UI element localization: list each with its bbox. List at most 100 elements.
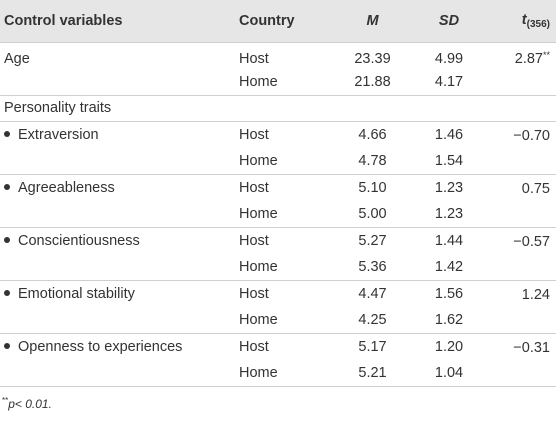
table-row: Home 5.21 1.04: [0, 360, 556, 387]
cell-t-statistic: [483, 254, 556, 281]
cell-mean: 5.10: [330, 174, 415, 201]
header-t-df: (356): [526, 18, 550, 30]
cell-country: Home: [239, 206, 278, 222]
cell-control-variable: [0, 201, 235, 228]
cell-t-statistic: [483, 360, 556, 387]
variable-label: Openness to experiences: [18, 339, 183, 355]
cell-country: Host: [235, 333, 330, 360]
cell-mean: 4.66: [330, 121, 415, 148]
cell-mean: 5.21: [330, 360, 415, 387]
cell-sd: 4.17: [434, 73, 464, 90]
table-row: Home 5.00 1.23: [0, 201, 556, 228]
table-row: Conscientiousness Host 5.27 1.44 −0.57: [0, 227, 556, 254]
table-container: Control variables Country M SD t(356) Ag…: [0, 0, 556, 411]
cell-mean: 4.25: [358, 312, 387, 328]
header-country: Country: [235, 0, 330, 43]
header-t-main: t: [521, 11, 527, 28]
header-mean: M: [330, 0, 415, 43]
cell-control-variable: [0, 148, 235, 175]
cell-control-variable: [0, 360, 235, 387]
bullet-icon: [4, 290, 10, 297]
cell-country: Host: [235, 174, 330, 201]
table-row: Agreeableness Host 5.10 1.23 0.75: [0, 174, 556, 201]
cell-country: [235, 94, 330, 122]
cell-country: Host: [235, 280, 330, 307]
cell-sd: 1.20: [415, 333, 483, 360]
t-value: 2.87: [514, 51, 543, 67]
variable-label: Age: [4, 50, 30, 67]
t-value: 0.75: [521, 180, 550, 197]
table-row: Home 5.36 1.42: [0, 254, 556, 281]
table-row: Openness to experiences Host 5.17 1.20 −0.31: [0, 333, 556, 360]
cell-sd: 1.42: [434, 259, 464, 275]
control-variables-table: Control variables Country M SD t(356) Ag…: [0, 0, 556, 387]
cell-control-variable: Age: [0, 42, 235, 69]
cell-t-statistic: [483, 69, 556, 96]
variable-label: Personality traits: [4, 100, 112, 117]
cell-sd: 1.23: [434, 206, 464, 222]
table-row: Age Host 23.39 4.99 2.87**: [0, 42, 556, 69]
cell-mean: 5.17: [330, 333, 415, 360]
cell-mean: 4.47: [330, 280, 415, 307]
cell-t-statistic: 1.24: [483, 280, 556, 307]
t-value: −0.31: [513, 339, 550, 356]
header-t-statistic: t(356): [483, 0, 556, 43]
cell-mean: 5.27: [330, 227, 415, 254]
variable-label: Conscientiousness: [18, 233, 140, 249]
cell-country: Home: [239, 73, 278, 90]
cell-mean: 5.36: [358, 259, 387, 275]
cell-sd: 4.99: [434, 50, 464, 67]
cell-control-variable: Conscientiousness: [0, 227, 235, 254]
table-body: Age Host 23.39 4.99 2.87** Home 21.88 4.17 Perso…: [0, 42, 556, 387]
cell-country: Host: [239, 50, 269, 67]
header-row: Control variables Country M SD t(356): [0, 0, 556, 43]
cell-control-variable: Personality traits: [0, 94, 235, 122]
t-value: 1.24: [521, 286, 550, 303]
cell-country: Home: [235, 360, 330, 387]
cell-sd: 1.62: [434, 312, 464, 328]
cell-mean: 21.88: [354, 73, 391, 90]
cell-country: Home: [239, 153, 278, 169]
cell-country: Home: [239, 312, 278, 328]
cell-t-statistic: [483, 148, 556, 175]
cell-sd: 1.56: [415, 280, 483, 307]
cell-t-statistic: 2.87**: [483, 42, 556, 69]
cell-sd: 1.44: [415, 227, 483, 254]
cell-t-statistic: [483, 307, 556, 334]
footnote-text: p< 0.01.: [8, 397, 52, 411]
cell-control-variable: [0, 307, 235, 334]
t-value: −0.57: [513, 233, 550, 250]
variable-label: Extraversion: [18, 127, 99, 143]
cell-control-variable: Emotional stability: [0, 280, 235, 307]
bullet-icon: [4, 184, 10, 191]
cell-mean: 23.39: [354, 50, 391, 67]
cell-control-variable: Openness to experiences: [0, 333, 235, 360]
cell-country: Host: [235, 227, 330, 254]
cell-control-variable: [0, 69, 235, 96]
cell-country: Home: [239, 259, 278, 275]
table-row: Extraversion Host 4.66 1.46 −0.70: [0, 121, 556, 148]
bullet-icon: [4, 343, 10, 350]
header-sd: SD: [415, 0, 483, 43]
table-row: Home 4.25 1.62: [0, 307, 556, 334]
cell-sd: 1.54: [434, 153, 464, 169]
cell-mean: 5.00: [358, 206, 387, 222]
bullet-icon: [4, 237, 10, 244]
cell-country: Host: [235, 121, 330, 148]
variable-label: Agreeableness: [18, 180, 115, 196]
header-control-variables: Control variables: [0, 0, 235, 43]
cell-t-statistic: 0.75: [483, 174, 556, 201]
significance-marker: **: [542, 50, 550, 60]
table-row: Emotional stability Host 4.47 1.56 1.24: [0, 280, 556, 307]
table-row: Personality traits: [0, 94, 556, 122]
cell-sd: [415, 94, 483, 122]
footnote: **p< 0.01.: [0, 387, 556, 411]
variable-label: Emotional stability: [18, 286, 135, 302]
cell-sd: 1.04: [415, 360, 483, 387]
table-row: Home 21.88 4.17: [0, 69, 556, 96]
cell-mean: [330, 94, 415, 122]
cell-mean: 4.78: [358, 153, 387, 169]
cell-t-statistic: −0.31: [483, 333, 556, 360]
cell-sd: 1.46: [415, 121, 483, 148]
cell-sd: 1.23: [415, 174, 483, 201]
